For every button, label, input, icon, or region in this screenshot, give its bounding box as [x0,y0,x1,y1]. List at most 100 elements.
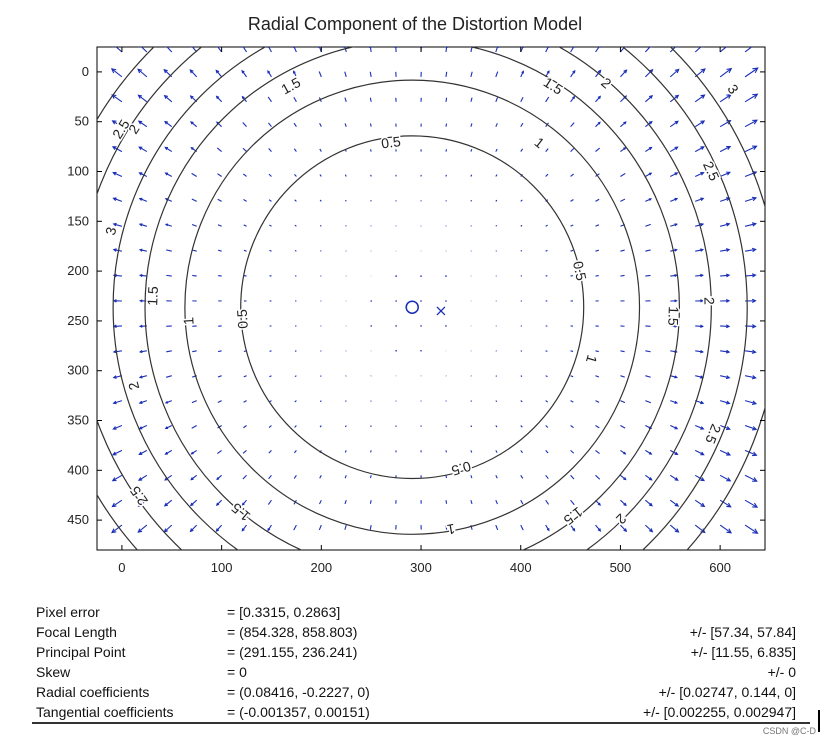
field-arrowhead [164,223,169,227]
field-arrow [138,120,148,128]
field-arrowhead [138,172,143,176]
field-arrowhead [241,502,245,506]
field-arrow [720,248,730,252]
field-arrow [495,250,497,252]
param-value: = (854.328, 858.803) [227,624,358,640]
y-tick-label: 250 [67,313,89,328]
field-arrow [719,223,730,227]
field-arrowhead [674,146,679,151]
field-arrow [744,424,757,430]
field-arrowhead [674,248,678,252]
field-arrowhead [751,375,757,380]
field-arrowhead [726,145,732,151]
field-arrow [369,97,372,102]
field-arrowhead [546,70,550,74]
field-arrowhead [648,198,653,201]
field-arrow [191,400,197,404]
field-arrow [242,474,247,480]
field-dot [445,325,447,327]
field-arrow [269,249,272,252]
field-arrowhead [572,528,576,532]
contour-line [184,79,641,535]
field-arrowhead [496,47,499,48]
field-arrow [470,450,473,453]
contour-line [112,47,712,550]
field-arrow [744,119,758,128]
field-arrow [645,474,652,481]
field-arrowhead [319,554,321,556]
param-value: = [0.3315, 0.2863] [227,604,341,620]
field-arrowhead [164,451,169,455]
contour-line [240,135,585,480]
field-arrowhead [137,477,143,481]
field-arrowhead [111,146,117,151]
field-arrow [495,225,498,227]
field-arrowhead [215,95,220,100]
field-arrow [318,71,322,78]
field-arrowhead [112,375,117,379]
field-arrow [164,474,173,481]
field-arrow [137,68,148,78]
field-arrow [719,197,730,202]
field-arrowhead [241,69,245,74]
field-arrow [719,94,732,103]
field-arrowhead [597,528,602,532]
field-arrowhead [751,273,757,278]
field-arrow [744,171,757,177]
field-arrow [645,147,652,153]
field-arrow [190,524,198,532]
field-arrow [217,449,222,455]
field-arrow [670,198,678,202]
field-arrow [139,449,148,455]
param-name: Principal Point [36,644,126,660]
contour-label: 1.5 [144,286,161,306]
field-arrow [293,450,297,454]
x-tick-label: 300 [410,560,432,575]
field-arrow [695,375,704,379]
divider-line [32,722,810,724]
field-arrowhead [623,69,628,74]
field-arrowhead [86,503,90,507]
field-arrowhead [496,554,498,556]
field-arrow [495,47,499,53]
field-arrowhead [394,47,398,49]
field-arrow [620,350,625,353]
field-arrowhead [112,248,117,252]
field-arrow [294,350,297,352]
field-arrowhead [88,350,91,353]
field-arrow [319,174,322,177]
y-tick-label: 400 [67,462,89,477]
field-arrow [319,148,322,152]
field-arrowhead [189,95,194,99]
field-arrowhead [138,248,143,252]
field-arrow [694,47,702,53]
field-arrowhead [138,223,143,227]
field-arrowhead [725,248,731,252]
y-tick-label: 50 [75,114,89,129]
field-arrow [520,450,524,454]
field-arrow [570,474,575,480]
field-arrow [520,524,524,531]
field-arrow [217,425,222,429]
param-row-skew: Skew = 0 +/- 0 [36,662,796,682]
field-arrow [295,549,297,550]
field-arrowhead [623,502,627,507]
field-arrow [545,224,548,227]
field-arrowhead [137,528,143,533]
field-arrow [97,450,98,452]
field-arrowhead [216,554,219,557]
field-arrow [115,47,123,53]
field-arrow [470,425,473,428]
field-arrow [190,499,198,506]
field-arrow [345,375,347,377]
field-arrow [97,500,98,501]
field-arrow [320,375,322,377]
field-arrow [320,250,322,252]
field-arrow [111,68,123,78]
y-tick-label: 0 [82,64,89,79]
field-arrowhead [138,197,143,201]
field-arrow [140,47,148,53]
param-uncertainty: +/- [0.02747, 0.144, 0] [658,684,796,700]
field-arrow [319,123,322,127]
field-arrow [520,425,523,428]
